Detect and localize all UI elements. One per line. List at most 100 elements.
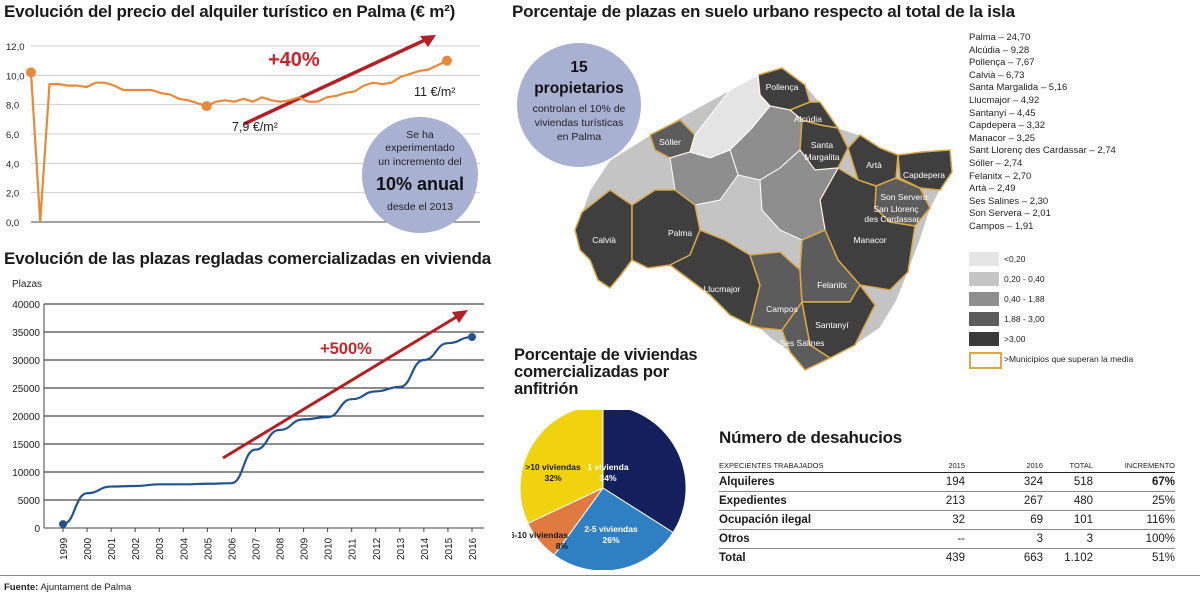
plazas-line-chart: Plazas 400003500030000250002000015000100… [12, 279, 484, 560]
plazas-chart-title: Evolución de las plazas regladas comerci… [4, 249, 491, 268]
table-cell: 69 [965, 510, 1043, 530]
map-label: Campos [766, 304, 798, 314]
row-label: Otros [719, 529, 893, 549]
map-label: Santa [811, 140, 833, 150]
y-tick-label: 10000 [12, 468, 40, 479]
increase-arrow [243, 35, 436, 126]
x-tick-label: 2000 [83, 537, 94, 560]
municipality-item: Felanitx – 2,70 [969, 170, 1032, 182]
map-label: Margalita [805, 152, 840, 162]
y-tick-label: 12,0 [6, 42, 25, 53]
legend-swatch [969, 312, 999, 326]
y-tick-label: 2,0 [6, 189, 19, 200]
row-label: Expedientes [719, 491, 893, 511]
x-tick-label: 2003 [155, 537, 166, 560]
municipality-item: Santanyí – 4,45 [969, 107, 1036, 119]
svg-text:propietarios: propietarios [534, 80, 624, 97]
x-tick-label: 2011 [348, 538, 359, 560]
region-calvia [574, 189, 633, 289]
source-text: Ajuntament de Palma [40, 582, 132, 593]
table-cell: 25% [1093, 491, 1175, 511]
municipality-item: Campos – 1,91 [969, 221, 1034, 232]
table-cell: 32 [893, 510, 965, 530]
table-cell: 3 [965, 529, 1043, 549]
x-tick-label: 2016 [468, 537, 479, 560]
legend-label: 0,40 - 1,88 [1004, 294, 1045, 304]
y-tick-label: 8,0 [6, 101, 19, 112]
x-tick-label: 2007 [251, 537, 262, 560]
legend-swatch [969, 272, 999, 286]
municipality-item: Santa Margalida – 5,16 [969, 82, 1068, 94]
y-tick-label: 0 [34, 524, 40, 535]
legend-label: 0,20 - 0,40 [1004, 274, 1045, 284]
municipality-item: Pollença – 7,67 [969, 57, 1035, 69]
table-cell: 480 [1043, 491, 1093, 511]
low-value-label: 7,9 €/m² [232, 120, 278, 134]
pie-slice-value: 8% [556, 541, 569, 551]
map-label: Manacor [853, 235, 886, 245]
municipality-item: Artà – 2,49 [969, 183, 1016, 195]
legend-label: <0,20 [1004, 254, 1026, 264]
x-tick-label: 2015 [444, 537, 455, 560]
table-cell: 213 [893, 491, 965, 511]
municipality-item: Sant Llorenç des Cardassar – 2,74 [969, 145, 1116, 157]
y-tick-label: 15000 [12, 440, 40, 451]
svg-text:viviendas turísticas: viviendas turísticas [535, 117, 624, 129]
pie-slice-value: 32% [544, 473, 561, 483]
x-tick-label: 2002 [131, 537, 142, 560]
table-cell: 663 [1023, 552, 1043, 564]
table-cell: 3 [1043, 529, 1093, 549]
y-tick-label: 30000 [12, 356, 40, 367]
region-capdepera [897, 149, 953, 191]
x-tick-label: 2009 [300, 537, 311, 560]
svg-text:en Palma: en Palma [557, 131, 602, 143]
legend-outline-box [969, 352, 1002, 369]
pie-slice-label: 1 vivienda [587, 462, 628, 472]
row-label: Total [719, 552, 746, 564]
y-tick-label: 25000 [12, 384, 40, 395]
row-label: Alquileres [719, 472, 893, 492]
x-tick-label: 1999 [59, 537, 70, 560]
row-label: Ocupación ilegal [719, 510, 893, 530]
svg-text:Se ha: Se ha [406, 129, 434, 141]
pie-slice-value: 34% [599, 473, 616, 483]
x-tick-label: 2005 [203, 537, 214, 560]
map-label: Calvià [592, 235, 616, 245]
plazas-ylabel: Plazas [12, 279, 42, 290]
municipality-item: Capdepera – 3,32 [969, 120, 1046, 132]
svg-text:15: 15 [570, 59, 588, 76]
table-title: Número de desahucios [719, 428, 903, 447]
y-tick-label: 20000 [12, 412, 40, 423]
map-label: Artà [866, 160, 882, 170]
table-cell: 439 [945, 552, 965, 564]
x-tick-label: 2001 [107, 537, 118, 560]
y-tick-label: 0,0 [6, 218, 19, 229]
x-tick-label: 2014 [420, 537, 431, 560]
increase-label: +500% [320, 340, 372, 358]
map-label: des Cardassar [864, 214, 919, 224]
end-point [468, 333, 476, 342]
table-row: Total 439 663 1.102 51% [719, 549, 1175, 568]
map-label: Santanyí [815, 320, 849, 330]
mallorca-map: Pollença Alcúdia Sóller Santa Margalita … [574, 67, 953, 371]
region-ses-salines [781, 300, 832, 371]
source-note: Fuente: Ajuntament de Palma [4, 582, 131, 593]
start-point [59, 520, 67, 529]
y-tick-label: 4,0 [6, 159, 19, 170]
y-tick-label: 10,0 [6, 71, 25, 82]
pie-slice-label: 6-10 viviendas [512, 530, 568, 540]
x-tick-label: 2006 [227, 537, 238, 560]
svg-text:experimentado: experimentado [385, 142, 455, 154]
owners-bubble: 15 propietarios controlan el 10% de vivi… [517, 43, 641, 167]
divider [0, 575, 1200, 576]
legend-swatch [969, 332, 999, 346]
x-tick-label: 2010 [324, 537, 335, 560]
svg-text:controlan el 10% de: controlan el 10% de [533, 103, 626, 115]
increase-bubble: Se ha experimentado un incremento del 10… [362, 117, 478, 233]
municipality-item: Alcúdia – 9,28 [969, 44, 1030, 56]
pie-slice [553, 487, 674, 570]
municipality-item: Llucmajor – 4,92 [969, 95, 1040, 106]
col-header: TOTAL [1043, 458, 1093, 473]
table-cell: 116% [1093, 510, 1175, 530]
y-tick-label: 40000 [12, 300, 40, 311]
